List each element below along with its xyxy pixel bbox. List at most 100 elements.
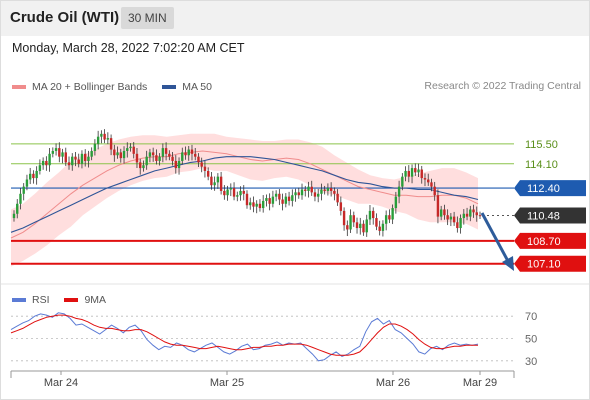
candle-body — [54, 148, 58, 151]
candle-body — [281, 199, 284, 204]
candle-body — [213, 182, 216, 186]
candle-body — [472, 209, 475, 213]
candle-body — [35, 170, 38, 179]
candle-body — [245, 193, 249, 206]
support-1-label: 108.70 — [527, 236, 561, 248]
candle-body — [313, 192, 317, 197]
candle-body — [316, 193, 320, 197]
candle-body — [249, 202, 252, 206]
9ma-swatch-icon — [64, 298, 79, 302]
ma50-level-tag — [514, 180, 586, 197]
candle-body — [142, 165, 145, 169]
candle-body — [12, 213, 16, 219]
candle-body — [226, 189, 229, 196]
chart-datetime: Monday, March 28, 2022 7:02:20 AM CET — [12, 41, 245, 55]
candle-body — [174, 160, 178, 169]
candle-body — [145, 156, 148, 166]
candle-body — [384, 215, 388, 224]
forecast-arrowhead-icon — [502, 256, 514, 271]
copyright-text: Research © 2022 Trading Central — [424, 80, 581, 92]
candle-body — [375, 218, 378, 227]
candle-body — [206, 170, 210, 177]
candle-body — [187, 149, 190, 156]
candle-body — [19, 193, 22, 204]
candle-body — [410, 168, 414, 177]
candle-body — [190, 149, 194, 154]
candle-body — [381, 223, 385, 231]
ma50-swatch-icon — [162, 85, 177, 89]
candle-body — [465, 213, 469, 217]
candle-body — [274, 193, 278, 197]
candle-body — [132, 146, 135, 154]
rsi-tick-label: 70 — [525, 311, 537, 323]
candle-body — [258, 203, 262, 209]
candle-body — [433, 186, 436, 196]
candle-body — [287, 196, 291, 201]
candle-body — [271, 196, 275, 204]
candle-body — [151, 152, 155, 156]
bollinger-swatch-icon — [12, 85, 26, 89]
candle-body — [388, 215, 391, 220]
candle-body — [365, 219, 368, 233]
candle-body — [423, 178, 427, 180]
rsi-ma-line — [10, 314, 478, 356]
candle-body — [368, 210, 372, 220]
candles — [12, 129, 482, 237]
bollinger-band — [11, 133, 478, 267]
candle-body — [404, 170, 407, 177]
candle-body — [446, 215, 449, 220]
candle-body — [342, 210, 346, 226]
candle-body — [339, 202, 343, 211]
candle-body — [427, 179, 430, 183]
candle-body — [184, 152, 187, 156]
candle-body — [394, 196, 398, 209]
candle-body — [203, 166, 207, 171]
rsi-swatch-icon — [12, 298, 26, 302]
resistance-2-label: 115.50 — [525, 139, 558, 151]
candle-body — [352, 215, 355, 223]
candle-body — [67, 162, 71, 166]
support-2-label: 107.10 — [527, 259, 561, 271]
timeframe-button[interactable]: 30 MIN — [121, 7, 174, 29]
candle-body — [93, 143, 97, 151]
candle-body — [223, 190, 226, 196]
candle-body — [158, 156, 161, 161]
candle-body — [216, 176, 220, 183]
x-tick-label: Mar 25 — [210, 377, 244, 389]
candle-body — [297, 192, 300, 196]
candle-body — [236, 195, 239, 197]
candle-body — [22, 186, 25, 194]
candle-body — [74, 156, 77, 160]
candle-body — [113, 149, 116, 156]
candle-body — [420, 169, 423, 179]
candle-body — [452, 216, 456, 223]
candle-body — [414, 168, 417, 173]
candle-body — [139, 162, 142, 169]
candle-body — [229, 188, 233, 190]
legend-item-ma50: MA 50 — [162, 81, 212, 93]
candle-body — [278, 193, 281, 200]
candle-body — [126, 148, 129, 151]
candle-body — [294, 192, 297, 196]
candle-body — [268, 198, 271, 204]
candle-body — [148, 152, 152, 157]
candle-body — [407, 170, 411, 177]
candle-body — [326, 188, 330, 191]
candle-body — [90, 150, 93, 157]
candle-body — [456, 222, 459, 229]
ma50-level-label: 112.40 — [527, 183, 560, 195]
candle-body — [106, 138, 110, 140]
candle-body — [48, 153, 51, 166]
candle-body — [87, 156, 90, 161]
candle-body — [122, 150, 126, 159]
candle-body — [346, 225, 349, 230]
x-tick-label: Mar 24 — [44, 377, 78, 389]
candle-body — [155, 155, 158, 161]
candle-body — [304, 189, 307, 191]
candle-body — [45, 160, 48, 166]
rsi-tick-label: 50 — [525, 334, 537, 346]
candle-body — [232, 188, 236, 197]
candle-body — [164, 148, 168, 154]
candle-body — [478, 215, 482, 217]
